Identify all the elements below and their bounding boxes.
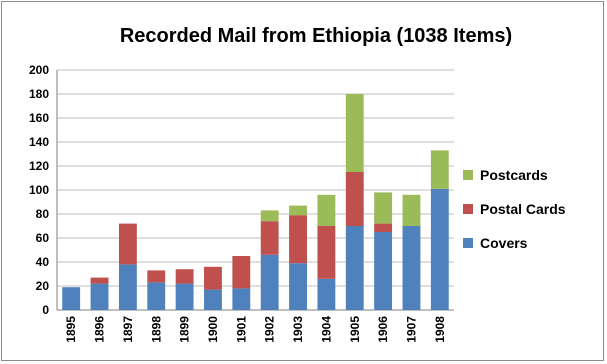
y-tick-label: 200 xyxy=(29,63,49,77)
bar-postal-cards-1903 xyxy=(289,215,307,264)
bar-postal-cards-1899 xyxy=(175,269,194,284)
bar-covers-1904 xyxy=(317,278,336,310)
y-tick-label: 160 xyxy=(29,111,49,125)
y-tick-label: 120 xyxy=(29,159,49,173)
bars xyxy=(62,94,449,310)
bar-postal-cards-1902 xyxy=(260,221,279,255)
x-tick-label: 1900 xyxy=(206,316,220,343)
legend-swatch xyxy=(463,170,473,180)
y-tick-label: 180 xyxy=(29,87,49,101)
x-tick-label: 1901 xyxy=(234,316,248,343)
bar-covers-1896 xyxy=(90,283,109,310)
bar-covers-1900 xyxy=(204,289,222,310)
bar-postcards-1906 xyxy=(374,192,393,224)
x-tick-label: 1904 xyxy=(319,316,333,343)
chart-title: Recorded Mail from Ethiopia (1038 Items) xyxy=(120,25,512,47)
bar-postal-cards-1898 xyxy=(147,270,166,283)
bar-covers-1906 xyxy=(374,232,393,310)
x-axis: 1895 1896 1897 1898 1899 1900 1901 1902 1903 1904… xyxy=(64,316,447,343)
bar-covers-1902 xyxy=(260,254,279,310)
y-tick-label: 40 xyxy=(36,255,50,269)
bar-covers-1903 xyxy=(289,263,307,310)
bar-postcards-1902 xyxy=(260,210,279,222)
x-tick-label: 1906 xyxy=(376,316,390,343)
y-tick-label: 140 xyxy=(29,135,49,149)
bar-postcards-1904 xyxy=(317,194,336,226)
x-tick-label: 1896 xyxy=(93,316,107,343)
grid xyxy=(57,69,454,311)
legend-swatch xyxy=(463,238,473,248)
bar-covers-1897 xyxy=(118,264,137,310)
x-tick-label: 1907 xyxy=(404,316,418,343)
x-tick-label: 1898 xyxy=(149,316,163,343)
x-tick-label: 1908 xyxy=(433,316,447,343)
bar-postcards-1903 xyxy=(289,205,307,216)
bar-postcards-1905 xyxy=(345,94,364,172)
bar-postal-cards-1896 xyxy=(90,277,109,284)
bar-postal-cards-1901 xyxy=(232,256,251,289)
bar-postal-cards-1904 xyxy=(317,226,336,279)
bar-covers-1907 xyxy=(402,226,421,310)
y-tick-label: 80 xyxy=(36,207,50,221)
bar-covers-1901 xyxy=(232,288,251,310)
x-tick-label: 1902 xyxy=(263,316,277,343)
bar-postcards-1907 xyxy=(402,194,421,226)
y-tick-label: 60 xyxy=(36,231,50,245)
legend: Postcards Postal Cards Covers xyxy=(463,167,566,251)
legend-swatch xyxy=(463,204,473,214)
bar-postal-cards-1905 xyxy=(345,172,364,226)
legend-label: Postal Cards xyxy=(480,201,566,217)
x-tick-label: 1903 xyxy=(291,316,305,343)
bar-covers-1908 xyxy=(430,188,449,310)
y-tick-label: 0 xyxy=(42,303,49,317)
x-tick-label: 1895 xyxy=(64,316,78,343)
bar-postcards-1908 xyxy=(430,150,449,189)
bar-covers-1898 xyxy=(147,282,166,310)
bar-covers-1905 xyxy=(345,226,364,310)
bar-postal-cards-1906 xyxy=(374,223,393,232)
legend-label: Postcards xyxy=(480,167,548,183)
y-tick-label: 100 xyxy=(29,183,49,197)
x-tick-label: 1899 xyxy=(178,316,192,343)
bar-postal-cards-1897 xyxy=(118,223,137,265)
x-tick-label: 1905 xyxy=(348,316,362,343)
bar-postal-cards-1900 xyxy=(204,266,222,290)
bar-covers-1895 xyxy=(62,287,81,310)
bar-covers-1899 xyxy=(175,283,194,310)
x-tick-label: 1897 xyxy=(121,316,135,343)
y-tick-label: 20 xyxy=(36,279,50,293)
legend-label: Covers xyxy=(480,235,528,251)
y-axis: 0 20 40 60 80 100 120 140 160 180 200 xyxy=(29,63,58,317)
